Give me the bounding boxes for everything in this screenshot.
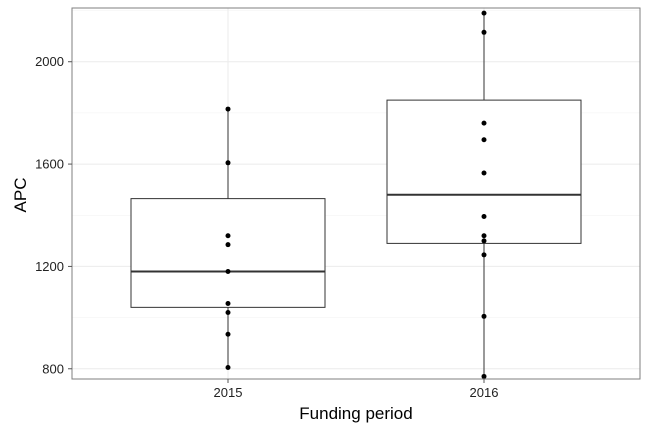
y-tick-label: 2000	[35, 54, 64, 69]
y-tick-label: 1200	[35, 259, 64, 274]
data-point	[481, 373, 487, 379]
y-tick-label: 800	[42, 361, 64, 376]
box-iqr	[130, 198, 326, 308]
x-axis-title: Funding period	[299, 404, 412, 423]
data-point	[225, 301, 231, 307]
y-tick-label: 1600	[35, 157, 64, 172]
data-point	[481, 137, 487, 143]
data-point	[225, 331, 231, 337]
data-point	[481, 313, 487, 319]
data-point	[481, 214, 487, 220]
x-axis-ticks: 2015 2016	[214, 379, 499, 400]
box-2015	[130, 109, 326, 368]
data-point	[481, 120, 487, 126]
data-point	[481, 233, 487, 239]
data-point	[225, 160, 231, 166]
data-point	[225, 242, 231, 248]
data-point	[481, 10, 487, 16]
y-axis-title: APC	[11, 178, 30, 213]
data-point	[225, 309, 231, 315]
data-point	[225, 269, 231, 275]
x-tick-label: 2015	[214, 385, 243, 400]
data-point	[225, 233, 231, 239]
data-point	[225, 106, 231, 112]
data-point	[481, 170, 487, 176]
data-point	[481, 238, 487, 244]
plot-panel-border	[71, 7, 641, 380]
boxes	[130, 13, 582, 377]
data-point	[481, 252, 487, 258]
data-points	[225, 10, 487, 379]
data-point	[481, 29, 487, 35]
y-axis-ticks: 800 1200 1600 2000	[35, 54, 72, 376]
x-tick-label: 2016	[470, 385, 499, 400]
data-point	[225, 364, 231, 370]
